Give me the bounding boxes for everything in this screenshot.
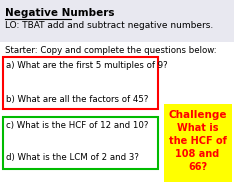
Text: Challenge: Challenge [168, 110, 226, 120]
Text: d) What is the LCM of 2 and 3?: d) What is the LCM of 2 and 3? [7, 153, 139, 162]
Bar [3, 117, 157, 169]
Text: b) What are all the factors of 45?: b) What are all the factors of 45? [7, 95, 148, 104]
Text: c) What is the HCF of 12 and 10?: c) What is the HCF of 12 and 10? [7, 121, 148, 130]
Text: Starter: Copy and complete the questions below:: Starter: Copy and complete the questions… [5, 46, 215, 55]
Bar [164, 104, 231, 182]
Text: a) What are the first 5 multiples of 9?: a) What are the first 5 multiples of 9? [7, 61, 167, 70]
Bar [3, 57, 157, 109]
Bar [0, 0, 233, 42]
Text: 108 and: 108 and [175, 149, 219, 159]
Text: 66?: 66? [187, 162, 206, 172]
Text: What is: What is [176, 123, 217, 133]
Text: Negative Numbers: Negative Numbers [5, 8, 114, 18]
Text: the HCF of: the HCF of [168, 136, 226, 146]
Text: LO: TBAT add and subtract negative numbers.: LO: TBAT add and subtract negative numbe… [5, 21, 212, 30]
